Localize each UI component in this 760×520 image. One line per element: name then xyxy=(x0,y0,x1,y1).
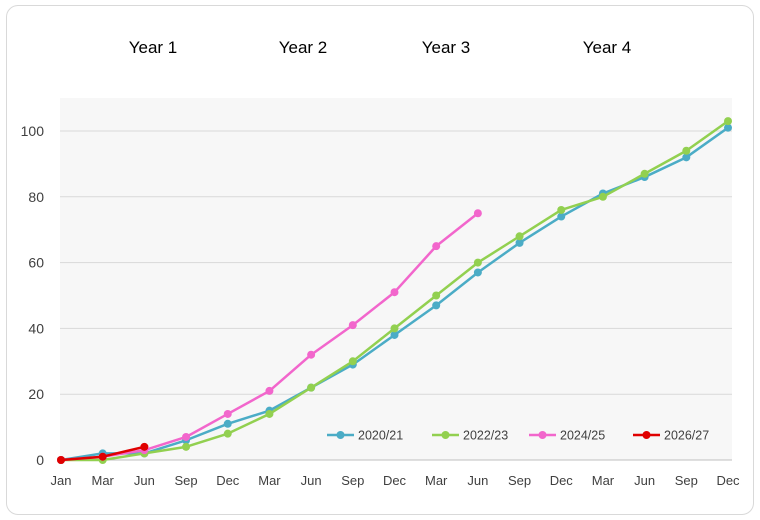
x-tick-label: Dec xyxy=(383,473,407,488)
data-point xyxy=(98,452,107,461)
data-point xyxy=(348,321,357,330)
data-point xyxy=(390,324,399,333)
data-point xyxy=(223,409,232,418)
x-tick-label: Sep xyxy=(508,473,531,488)
x-tick-label: Mar xyxy=(258,473,281,488)
legend-item: 2022/23 xyxy=(432,429,508,443)
legend: 2020/21 2022/23 2024/25 2026/27 xyxy=(327,429,709,443)
data-point xyxy=(390,288,399,297)
year-labels: Year 1 Year 2 Year 3 Year 4 xyxy=(129,38,632,57)
legend-item: 2024/25 xyxy=(529,429,605,443)
data-point xyxy=(348,357,357,366)
x-tick-label: Jun xyxy=(134,473,155,488)
data-point xyxy=(724,123,732,132)
legend-label: 2024/25 xyxy=(560,429,605,443)
data-point xyxy=(557,212,566,221)
legend-swatch-marker xyxy=(538,431,547,439)
data-point xyxy=(473,209,482,218)
year-label: Year 4 xyxy=(583,38,632,57)
data-point xyxy=(515,232,524,241)
plot-area xyxy=(60,98,732,460)
y-tick-label: 0 xyxy=(36,452,44,468)
data-point xyxy=(473,268,482,277)
series-2026-27 xyxy=(57,442,149,464)
x-axis-ticks: Jan Mar Jun Sep Dec Mar Jun Sep Dec Mar Jun Sep Dec M… xyxy=(51,473,741,488)
legend-item: 2020/21 xyxy=(327,429,403,443)
x-tick-label: Jan xyxy=(51,473,72,488)
data-point xyxy=(265,386,274,395)
y-tick-label: 20 xyxy=(28,386,44,402)
x-tick-label: Sep xyxy=(675,473,698,488)
year-label: Year 1 xyxy=(129,38,178,57)
legend-label: 2020/21 xyxy=(358,429,403,443)
legend-swatch-marker xyxy=(336,431,345,439)
data-point xyxy=(223,429,232,438)
x-tick-label: Sep xyxy=(341,473,364,488)
data-point xyxy=(265,409,274,418)
data-point xyxy=(557,205,566,214)
x-tick-label: Jun xyxy=(634,473,655,488)
x-tick-label: Jun xyxy=(467,473,488,488)
data-point xyxy=(682,146,691,155)
data-point xyxy=(432,242,441,251)
x-tick-label: Sep xyxy=(174,473,197,488)
y-tick-label: 40 xyxy=(28,320,44,336)
x-tick-label: Mar xyxy=(91,473,114,488)
legend-swatch-marker xyxy=(441,431,450,439)
x-tick-label: Jun xyxy=(301,473,322,488)
data-point xyxy=(182,442,191,451)
legend-label: 2022/23 xyxy=(463,429,508,443)
data-point xyxy=(682,153,691,162)
data-point xyxy=(473,258,482,267)
legend-item: 2026/27 xyxy=(633,429,709,443)
data-point xyxy=(307,383,316,392)
data-point xyxy=(515,238,524,247)
x-tick-label: Mar xyxy=(592,473,615,488)
legend-label: 2026/27 xyxy=(664,429,709,443)
data-point xyxy=(140,442,149,451)
data-point xyxy=(724,117,732,126)
x-tick-label: Mar xyxy=(425,473,448,488)
gridlines xyxy=(60,130,732,461)
y-axis-ticks: 0 20 40 60 80 100 xyxy=(21,123,45,468)
x-tick-label: Dec xyxy=(716,473,740,488)
x-tick-label: Dec xyxy=(216,473,240,488)
year-label: Year 3 xyxy=(422,38,471,57)
series-lines xyxy=(57,117,732,464)
data-point xyxy=(598,192,607,201)
data-point xyxy=(432,301,441,310)
y-tick-label: 100 xyxy=(21,123,45,139)
legend-swatch-marker xyxy=(642,431,651,439)
data-point xyxy=(432,291,441,300)
data-point xyxy=(640,169,649,178)
data-point xyxy=(307,350,316,359)
data-point xyxy=(182,432,191,441)
y-tick-label: 80 xyxy=(28,189,44,205)
year-label: Year 2 xyxy=(279,38,328,57)
data-point xyxy=(57,456,65,464)
x-tick-label: Dec xyxy=(550,473,574,488)
data-point xyxy=(390,330,399,339)
y-tick-label: 60 xyxy=(28,255,44,271)
data-point xyxy=(223,419,232,428)
